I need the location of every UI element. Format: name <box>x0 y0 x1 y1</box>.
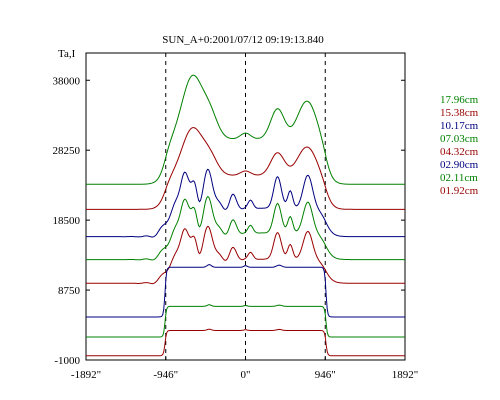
chart-title: SUN_A+0:2001/07/12 09:19:13.840 <box>162 34 324 46</box>
legend-entry: 01.92cm <box>440 185 479 197</box>
legend-entry: 17.96cm <box>440 94 479 106</box>
legend-entry: 02.11cm <box>440 172 478 184</box>
x-tick-label: 946" <box>315 369 336 381</box>
series-line-02_11cm <box>86 304 405 338</box>
series-line-04_32cm <box>86 225 405 285</box>
legend-entry: 04.32cm <box>440 146 479 158</box>
x-tick-label: -946" <box>153 369 178 381</box>
series-line-01_92cm <box>86 328 405 357</box>
series-group <box>86 74 405 357</box>
series-line-10_17cm <box>86 168 405 238</box>
x-tick-label: 1892" <box>392 369 419 381</box>
legend-entry: 02.90cm <box>440 159 479 171</box>
legend-entry: 10.17cm <box>440 120 479 132</box>
series-line-02_90cm <box>86 264 405 318</box>
series-line-07_03cm <box>86 195 405 261</box>
y-tick-label: 8750 <box>58 285 81 297</box>
x-ticks: -1892" -946" 0" 946" 1892" <box>71 356 418 381</box>
legend: 17.96cm15.38cm10.17cm07.03cm04.32cm02.90… <box>440 94 479 197</box>
y-axis-label: Ta,I <box>58 48 76 60</box>
y-tick-label: -1000 <box>54 355 80 367</box>
x-tick-label: 0" <box>241 369 251 381</box>
y-ticks: 38000 28250 18500 8750 -1000 <box>53 75 405 367</box>
x-tick-label: -1892" <box>71 369 101 381</box>
series-line-17_96cm <box>86 74 405 185</box>
y-tick-label: 28250 <box>53 145 81 157</box>
legend-entry: 15.38cm <box>440 107 479 119</box>
y-tick-label: 18500 <box>53 215 81 227</box>
series-line-15_38cm <box>86 127 405 210</box>
y-tick-label: 38000 <box>53 75 81 87</box>
legend-entry: 07.03cm <box>440 133 479 145</box>
